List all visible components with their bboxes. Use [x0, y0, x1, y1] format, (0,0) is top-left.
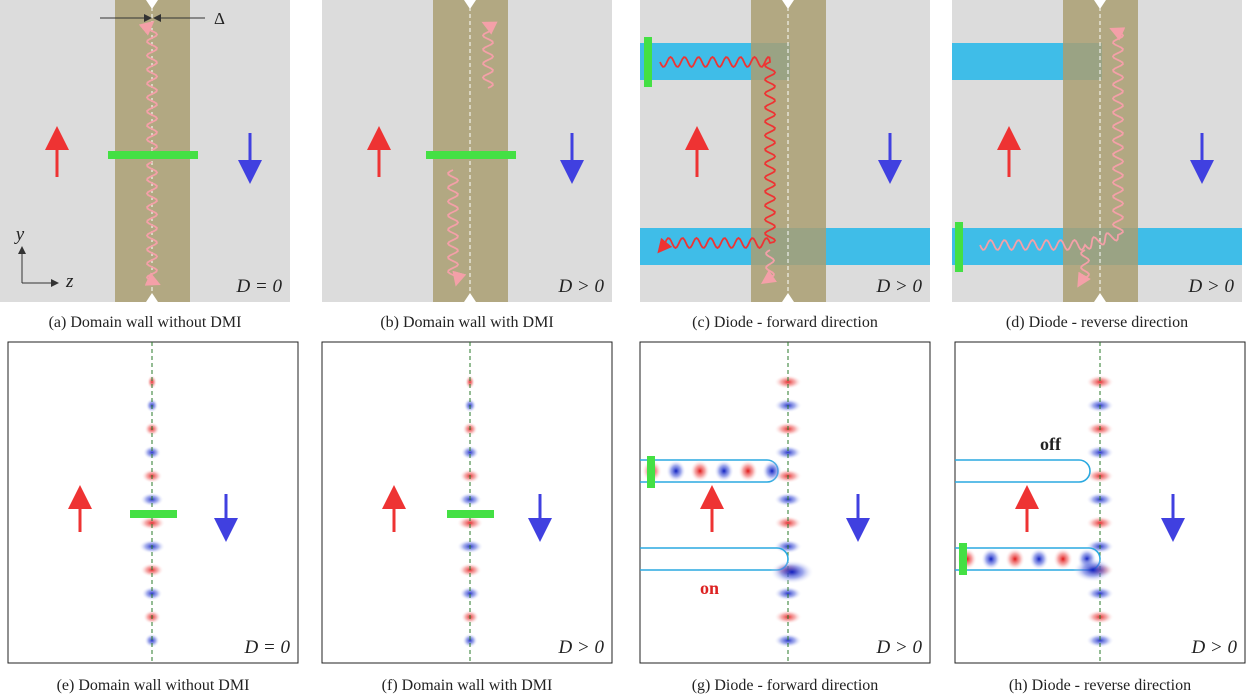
field-blob	[1029, 548, 1049, 570]
panel-label: D > 0	[557, 276, 604, 297]
antenna	[959, 543, 967, 575]
antenna	[130, 510, 177, 518]
caption: (f) Domain wall with DMI	[382, 677, 553, 694]
field-blob	[714, 460, 734, 482]
figure: D = 0(a) Domain wall without DMID > 0(b)…	[0, 0, 1256, 700]
axis-label: y	[14, 224, 25, 245]
panel-label: D > 0	[1190, 637, 1237, 658]
antenna	[447, 510, 494, 518]
caption: (c) Diode - forward direction	[692, 314, 878, 331]
antenna	[647, 456, 655, 488]
field-blob	[1005, 548, 1025, 570]
antenna	[644, 37, 652, 87]
antenna	[108, 151, 198, 159]
field-blob	[738, 460, 758, 482]
panel-label: D > 0	[875, 276, 922, 297]
caption: (h) Diode - reverse direction	[1009, 677, 1191, 694]
caption: (d) Diode - reverse direction	[1006, 314, 1188, 331]
caption: (b) Domain wall with DMI	[380, 314, 553, 331]
field-blob	[1073, 558, 1113, 582]
antenna	[955, 222, 963, 272]
antenna	[426, 151, 516, 159]
panel-label: D = 0	[235, 276, 282, 297]
panel-label: D > 0	[875, 637, 922, 658]
axis-label: z	[65, 271, 74, 292]
field-blob	[690, 460, 710, 482]
field-blob	[981, 548, 1001, 570]
field-blob	[770, 560, 814, 584]
delta-label: Δ	[214, 9, 225, 28]
caption: (g) Diode - forward direction	[692, 677, 879, 694]
state-label: off	[1040, 434, 1062, 454]
caption: (e) Domain wall without DMI	[57, 677, 250, 694]
state-label: on	[700, 578, 719, 598]
panel-label: D > 0	[1187, 276, 1234, 297]
field-blob	[666, 460, 686, 482]
panel-label: D > 0	[557, 637, 604, 658]
panel-label: D = 0	[243, 637, 290, 658]
caption: (a) Domain wall without DMI	[49, 314, 242, 331]
field-blob	[1053, 548, 1073, 570]
field-blob	[762, 460, 782, 482]
